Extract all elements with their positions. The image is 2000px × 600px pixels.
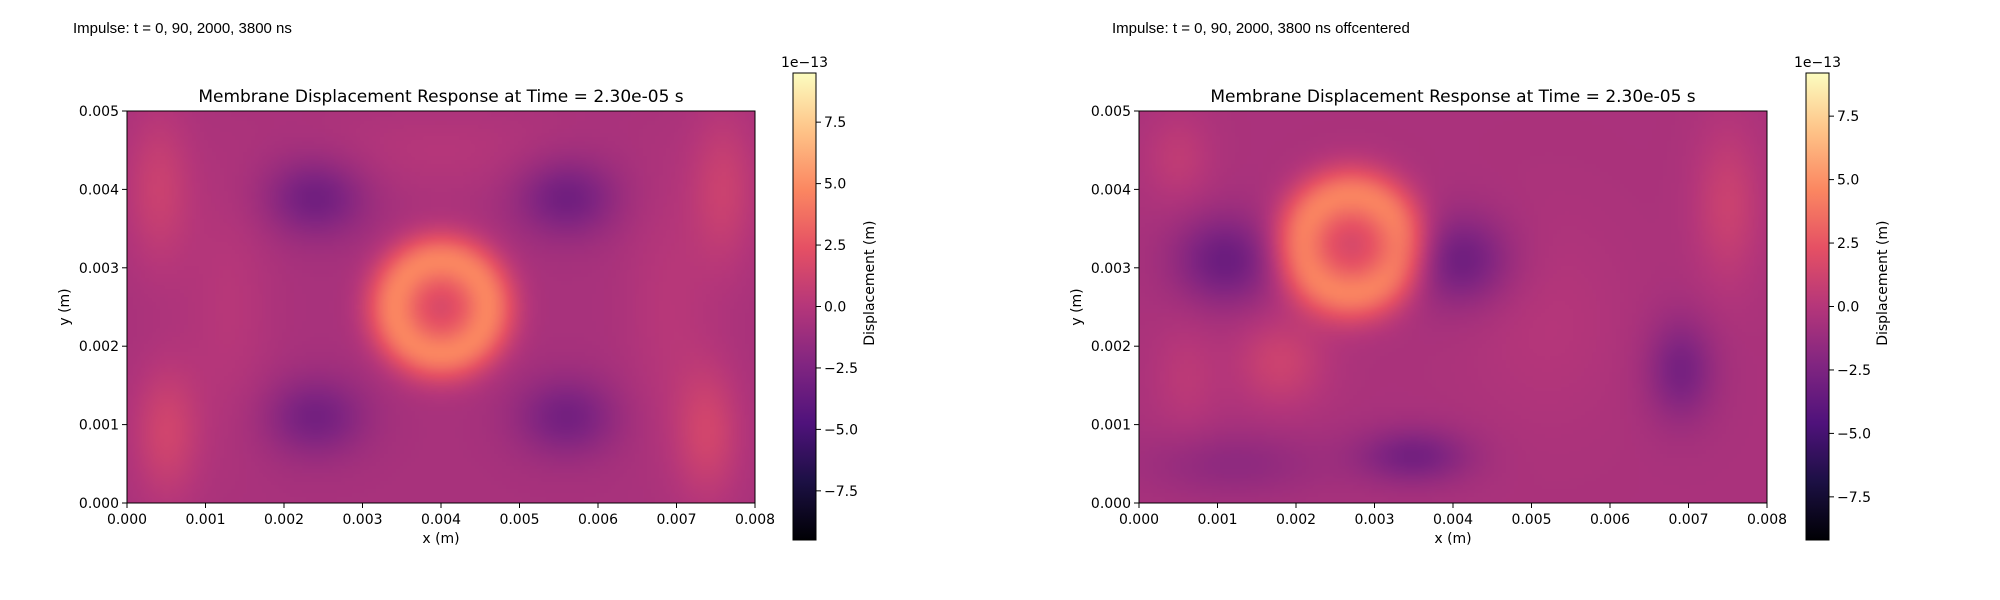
- y-tick-label: 0.001: [1091, 418, 1131, 434]
- colorbar-tick-label: −5.0: [1837, 426, 1871, 442]
- x-tick-label: 0.002: [1276, 512, 1316, 528]
- chart-title: Membrane Displacement Response at Time =…: [1210, 87, 1695, 107]
- colorbar-tick-label: −2.5: [1837, 363, 1871, 379]
- chart-1: Membrane Displacement Response at Time =…: [57, 55, 878, 547]
- colorbar-label: Displacement (m): [862, 221, 878, 346]
- x-tick-label: 0.006: [578, 512, 618, 528]
- y-tick-label: 0.001: [79, 418, 119, 434]
- colorbar-tick-label: −2.5: [824, 361, 858, 377]
- y-tick-label: 0.005: [1091, 104, 1131, 120]
- colorbar-tick-label: 0.0: [824, 300, 846, 316]
- x-axis-label: x (m): [422, 531, 459, 547]
- y-tick-label: 0.000: [79, 496, 119, 512]
- y-tick-label: 0.002: [1091, 339, 1131, 355]
- colorbar-label: Displacement (m): [1875, 221, 1891, 346]
- x-tick-label: 0.001: [185, 512, 225, 528]
- colorbar-tick-label: 5.0: [824, 177, 846, 193]
- y-tick-label: 0.002: [79, 339, 119, 355]
- colorbar-offset-label: 1e−13: [1794, 55, 1841, 71]
- chart-2: Membrane Displacement Response at Time =…: [1069, 55, 1891, 547]
- colorbar-tick-label: 7.5: [1837, 109, 1859, 125]
- x-tick-label: 0.000: [1119, 512, 1159, 528]
- x-tick-label: 0.002: [264, 512, 304, 528]
- y-tick-label: 0.003: [1091, 261, 1131, 277]
- x-tick-label: 0.001: [1197, 512, 1237, 528]
- colorbar-offset-label: 1e−13: [781, 55, 828, 71]
- y-tick-label: 0.005: [79, 104, 119, 120]
- colorbar: [792, 72, 817, 541]
- x-tick-label: 0.008: [1747, 512, 1787, 528]
- figure-caption-right: Impulse: t = 0, 90, 2000, 3800 ns offcen…: [1112, 20, 1410, 37]
- figure-caption-left: Impulse: t = 0, 90, 2000, 3800 ns: [73, 20, 292, 37]
- x-tick-label: 0.003: [342, 512, 382, 528]
- x-tick-label: 0.003: [1354, 512, 1394, 528]
- colorbar-tick-label: −7.5: [1837, 490, 1871, 506]
- y-axis-label: y (m): [1069, 288, 1085, 325]
- y-axis-label: y (m): [57, 288, 73, 325]
- colorbar-tick-label: 2.5: [1837, 236, 1859, 252]
- heatmap-image: [1139, 111, 1767, 503]
- colorbar-tick-label: −5.0: [824, 422, 858, 438]
- x-tick-label: 0.005: [499, 512, 539, 528]
- x-tick-label: 0.007: [1668, 512, 1708, 528]
- colorbar-tick-label: −7.5: [824, 484, 858, 500]
- colorbar-tick-label: 0.0: [1837, 300, 1859, 316]
- colorbar-tick-label: 2.5: [824, 238, 846, 254]
- chart-title: Membrane Displacement Response at Time =…: [198, 87, 683, 107]
- x-axis-label: x (m): [1434, 531, 1471, 547]
- y-tick-label: 0.003: [79, 261, 119, 277]
- x-tick-label: 0.004: [1433, 512, 1473, 528]
- x-tick-label: 0.004: [421, 512, 461, 528]
- x-tick-label: 0.007: [656, 512, 696, 528]
- x-tick-label: 0.005: [1511, 512, 1551, 528]
- x-tick-label: 0.000: [107, 512, 147, 528]
- heatmap-image: [127, 111, 755, 503]
- x-tick-label: 0.006: [1590, 512, 1630, 528]
- y-tick-label: 0.000: [1091, 496, 1131, 512]
- colorbar-tick-label: 7.5: [824, 115, 846, 131]
- colorbar-tick-label: 5.0: [1837, 173, 1859, 189]
- colorbar: [1805, 72, 1830, 541]
- y-tick-label: 0.004: [79, 182, 119, 198]
- x-tick-label: 0.008: [735, 512, 775, 528]
- y-tick-label: 0.004: [1091, 182, 1131, 198]
